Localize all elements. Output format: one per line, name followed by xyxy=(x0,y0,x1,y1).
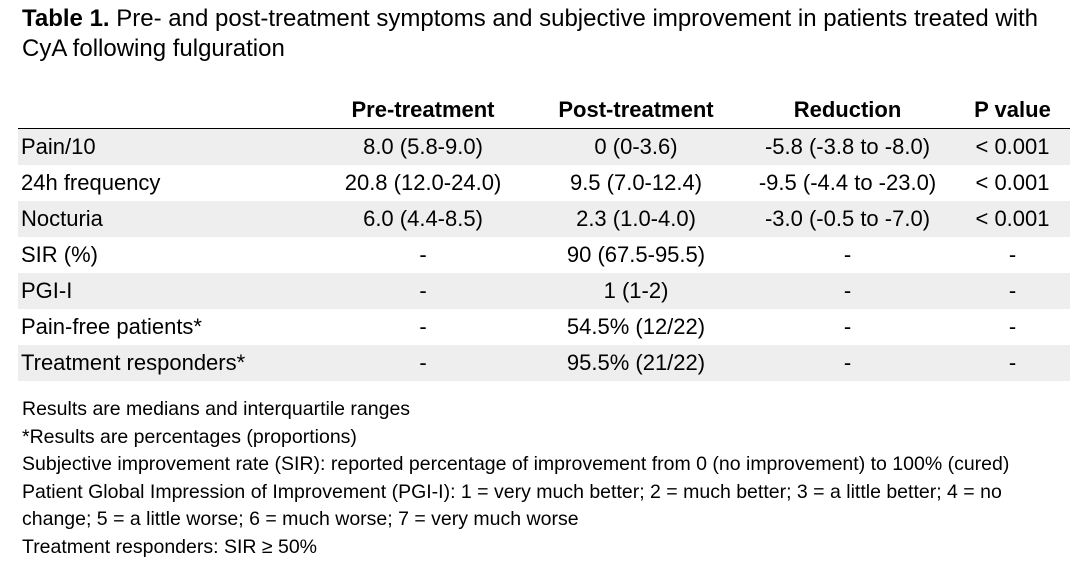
pre-treatment-cell: 6.0 (4.4-8.5) xyxy=(363,206,483,231)
pre-treatment-cell: - xyxy=(419,278,427,303)
post-treatment-cell: 2.3 (1.0-4.0) xyxy=(576,206,696,231)
table-row: Nocturia 6.0 (4.4-8.5) 2.3 (1.0-4.0) -3.0 (… xyxy=(18,201,1070,237)
row-label: Nocturia xyxy=(21,206,103,231)
table-note: Subjective improvement rate (SIR): repor… xyxy=(22,453,1010,475)
p-value-cell: < 0.001 xyxy=(975,206,1050,231)
row-label: PGI-I xyxy=(21,278,73,303)
table-note: Results are medians and interquartile ra… xyxy=(22,398,411,420)
table-caption: Table 1. Pre- and post-treatment symptom… xyxy=(22,4,1062,64)
pre-treatment-cell: - xyxy=(419,314,427,339)
table-caption-text: Pre- and post-treatment symptoms and sub… xyxy=(22,5,1039,62)
reduction-cell: -5.8 (-3.8 to -8.0) xyxy=(764,134,931,159)
header-pre-treatment: Pre-treatment xyxy=(351,97,495,122)
pre-treatment-cell: - xyxy=(419,350,427,375)
p-value-cell: < 0.001 xyxy=(975,170,1050,195)
post-treatment-cell: 95.5% (21/22) xyxy=(566,350,706,375)
table-note: *Results are percentages (proportions) xyxy=(22,425,357,448)
header-p-value: P value xyxy=(974,97,1051,122)
row-label: Pain/10 xyxy=(21,134,96,159)
table-note: Treatment responders: SIR ≥ 50% xyxy=(22,535,318,558)
p-value-cell: - xyxy=(1008,314,1017,339)
reduction-cell: - xyxy=(843,278,852,303)
table-note: Patient Global Impression of Improvement… xyxy=(22,480,1008,531)
post-treatment-cell: 90 (67.5-95.5) xyxy=(566,242,706,267)
post-treatment-cell: 0 (0-3.6) xyxy=(594,134,678,159)
table-row: Pain-free patients* - 54.5% (12/22) - - xyxy=(18,309,1070,345)
header-reduction: Reduction xyxy=(793,97,902,122)
row-label: Pain-free patients* xyxy=(21,314,202,339)
p-value-cell: < 0.001 xyxy=(975,134,1050,159)
table-body: Pain/10 8.0 (5.8-9.0) 0 (0-3.6) -5.8 (-3.8 … xyxy=(18,128,1070,381)
table-notes: Results are medians and interquartile ra… xyxy=(22,396,1062,561)
reduction-cell: -9.5 (-4.4 to -23.0) xyxy=(758,170,937,195)
table-row: Pain/10 8.0 (5.8-9.0) 0 (0-3.6) -5.8 (-3.8 … xyxy=(18,128,1070,165)
header-post-treatment: Post-treatment xyxy=(558,97,714,122)
table-row: 24h frequency 20.8 (12.0-24.0) 9.5 (7.0-12… xyxy=(18,165,1070,201)
table-row: PGI-I - 1 (1-2) - - xyxy=(18,273,1070,309)
reduction-cell: - xyxy=(843,350,852,375)
table-row: Treatment responders* - 95.5% (21/22) - - xyxy=(18,345,1070,381)
post-treatment-cell: 54.5% (12/22) xyxy=(566,314,706,339)
p-value-cell: - xyxy=(1008,350,1017,375)
post-treatment-cell: 9.5 (7.0-12.4) xyxy=(569,170,703,195)
table-row: SIR (%) - 90 (67.5-95.5) - - xyxy=(18,237,1070,273)
reduction-cell: -3.0 (-0.5 to -7.0) xyxy=(764,206,931,231)
reduction-cell: - xyxy=(843,242,852,267)
pre-treatment-cell: 8.0 (5.8-9.0) xyxy=(363,134,483,159)
post-treatment-cell: 1 (1-2) xyxy=(603,278,669,303)
row-label: 24h frequency xyxy=(21,170,161,195)
pre-treatment-cell: - xyxy=(419,242,427,267)
pre-treatment-cell: 20.8 (12.0-24.0) xyxy=(344,170,502,195)
table-caption-label: Table 1. xyxy=(22,5,110,32)
reduction-cell: - xyxy=(843,314,852,339)
p-value-cell: - xyxy=(1008,278,1017,303)
results-table: Pre-treatment Post-treatment Reduction P… xyxy=(18,92,1070,381)
row-label: Treatment responders* xyxy=(21,350,246,375)
header-cell-empty xyxy=(18,92,314,129)
row-label: SIR (%) xyxy=(21,242,98,267)
p-value-cell: - xyxy=(1008,242,1017,267)
table-header-row: Pre-treatment Post-treatment Reduction P… xyxy=(18,92,1070,129)
